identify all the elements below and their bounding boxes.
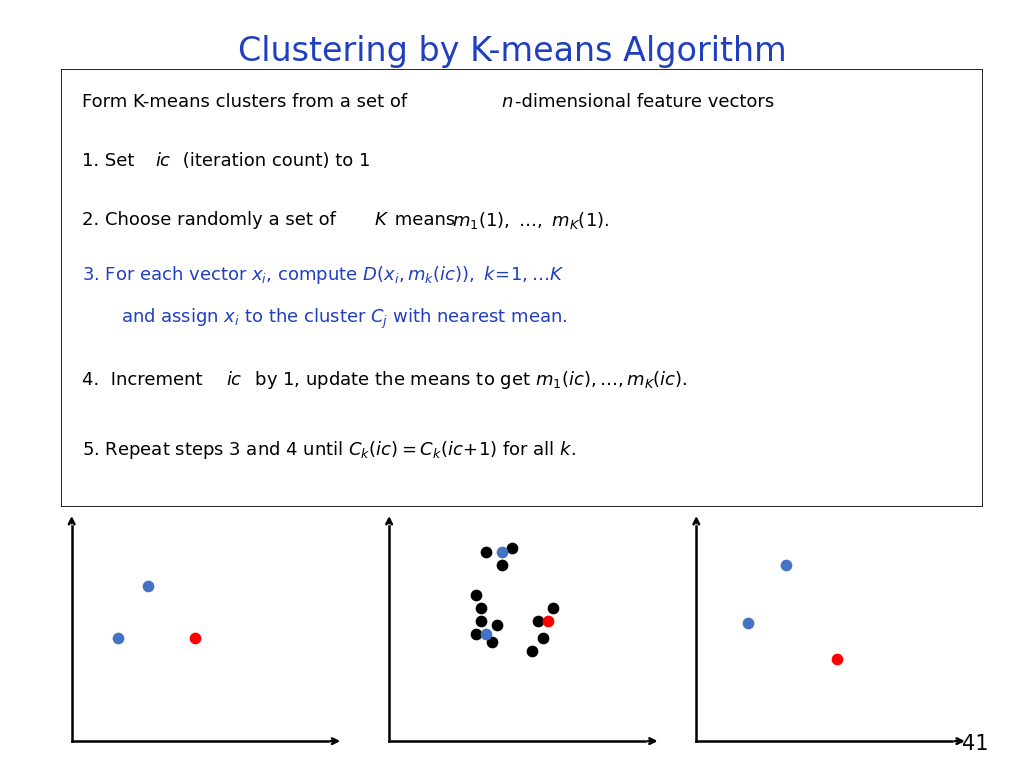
Point [494,546,510,558]
Point [778,558,795,571]
Text: 2. Choose randomly a set of: 2. Choose randomly a set of [82,211,341,229]
Text: -dimensional feature vectors: -dimensional feature vectors [515,93,774,111]
Text: and assign $x_i$ to the cluster $C_j$ with nearest mean.: and assign $x_i$ to the cluster $C_j$ wi… [121,306,567,331]
Point [535,632,551,644]
Point [478,627,495,640]
Text: 5. Repeat steps 3 and 4 until $C_k(ic) = C_k(ic\!+\!1)$ for all $k$.: 5. Repeat steps 3 and 4 until $C_k(ic) =… [82,439,575,461]
Point [524,644,541,657]
Text: by 1, update the means to get $m_1(ic),\ldots,m_K(ic).$: by 1, update the means to get $m_1(ic),\… [250,369,688,391]
Point [529,614,546,627]
Text: $m_1(1),\ \ldots,\ m_K(1).$: $m_1(1),\ \ldots,\ m_K(1).$ [453,210,609,230]
FancyBboxPatch shape [61,69,983,507]
Point [473,601,489,614]
Point [540,614,556,627]
Point [468,627,484,640]
Point [110,632,126,644]
Point [468,589,484,601]
Point [504,541,520,554]
Point [545,601,561,614]
Point [478,546,495,558]
Point [186,632,203,644]
Point [473,614,489,627]
Text: Form K-means clusters from a set of: Form K-means clusters from a set of [82,93,413,111]
Text: ic: ic [226,371,242,389]
Point [488,619,505,631]
Text: 3. For each vector $x_i$, compute $D(x_i,m_k(ic)),\ k\!=\!1,\ldots K$: 3. For each vector $x_i$, compute $D(x_i… [82,264,564,286]
Text: 4.  Increment: 4. Increment [82,371,208,389]
Point [483,636,500,648]
Text: n: n [501,93,512,111]
Text: ic: ic [156,152,170,170]
Point [494,558,510,571]
Point [140,580,157,592]
Text: 1. Set: 1. Set [82,152,140,170]
Point [829,654,846,666]
Text: 41: 41 [962,734,988,754]
Text: K: K [375,211,386,229]
Text: (iteration count) to 1: (iteration count) to 1 [176,152,370,170]
Text: means: means [389,211,461,229]
Point [739,617,756,629]
Text: Clustering by K-means Algorithm: Clustering by K-means Algorithm [238,35,786,68]
